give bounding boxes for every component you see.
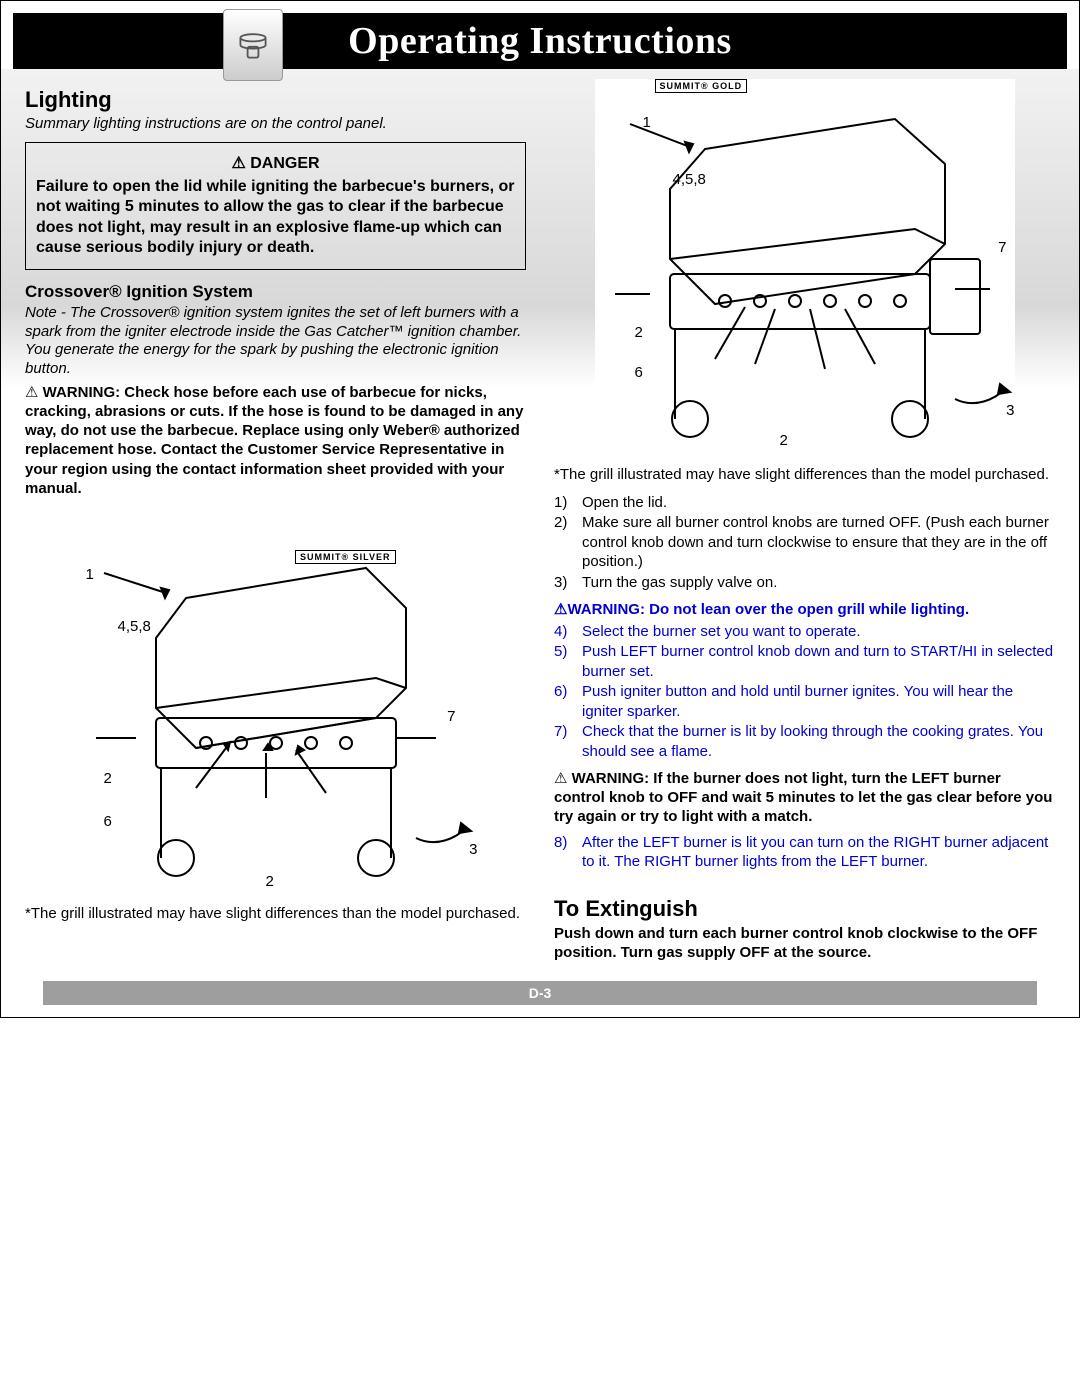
dlabel-458: 4,5,8 (118, 618, 151, 635)
right-column: SUMMIT® GOLD (554, 79, 1055, 963)
model-label-silver: SUMMIT® SILVER (295, 550, 395, 564)
banner-icon (223, 9, 283, 81)
diagram-silver: SUMMIT® SILVER (66, 538, 486, 898)
diagram-silver-wrap: SUMMIT® SILVER (25, 538, 526, 898)
lighting-heading: Lighting (25, 87, 526, 113)
dlabel-6: 6 (104, 813, 112, 830)
manual-page: Operating Instructions Lighting Summary … (0, 0, 1080, 1018)
model-label-gold: SUMMIT® GOLD (655, 79, 748, 93)
page-number-bar: D-3 (43, 981, 1037, 1005)
extinguish-text: Push down and turn each burner control k… (554, 924, 1055, 963)
left-column: Lighting Summary lighting instructions a… (25, 79, 526, 963)
dlabel-2l: 2 (104, 770, 112, 787)
step-4: 4)Select the burner set you want to oper… (554, 622, 1055, 642)
step-5: 5)Push LEFT burner control knob down and… (554, 642, 1055, 681)
dlabel-2lg: 2 (635, 324, 643, 341)
lighting-steps-3: 8)After the LEFT burner is lit you can t… (554, 833, 1055, 872)
step-8: 8)After the LEFT burner is lit you can t… (554, 833, 1055, 872)
warn-lean: ⚠WARNING: Do not lean over the open gril… (554, 600, 1055, 620)
step-7: 7)Check that the burner is lit by lookin… (554, 722, 1055, 761)
content-area: Lighting Summary lighting instructions a… (1, 69, 1079, 981)
crossover-note: Note - The Crossover® ignition system ig… (25, 304, 526, 379)
lighting-summary: Summary lighting instructions are on the… (25, 115, 526, 132)
step-2: 2)Make sure all burner control knobs are… (554, 513, 1055, 572)
extinguish-heading: To Extinguish (554, 896, 1055, 922)
danger-box: ⚠ DANGER Failure to open the lid while i… (25, 142, 526, 270)
dlabel-7g: 7 (998, 239, 1006, 256)
diagram-gold-wrap: SUMMIT® GOLD (554, 79, 1055, 459)
warn-nolight: ⚠ WARNING: If the burner does not light,… (554, 769, 1055, 827)
caption-right: *The grill illustrated may have slight d… (554, 465, 1055, 485)
crossover-heading: Crossover® Ignition System (25, 282, 526, 302)
lighting-steps: 1)Open the lid. 2)Make sure all burner c… (554, 493, 1055, 593)
step-1: 1)Open the lid. (554, 493, 1055, 513)
step-6: 6)Push igniter button and hold until bur… (554, 682, 1055, 721)
dlabel-2bg: 2 (780, 432, 788, 449)
caption-left: *The grill illustrated may have slight d… (25, 904, 526, 924)
dlabel-1: 1 (86, 566, 94, 583)
hose-warning-text: WARNING: Check hose before each use of b… (25, 384, 523, 497)
step-3: 3)Turn the gas supply valve on. (554, 573, 1055, 593)
page-title: Operating Instructions (348, 19, 732, 63)
dlabel-3g: 3 (1006, 402, 1014, 419)
grill-illustration-silver (66, 538, 486, 898)
dlabel-458g: 4,5,8 (673, 171, 706, 188)
dlabel-3: 3 (469, 841, 477, 858)
dlabel-7: 7 (447, 708, 455, 725)
dlabel-2b: 2 (266, 873, 274, 890)
dlabel-6g: 6 (635, 364, 643, 381)
lighting-steps-2: 4)Select the burner set you want to oper… (554, 622, 1055, 762)
footer: D-3 (1, 981, 1079, 1017)
danger-heading: ⚠ DANGER (36, 153, 515, 173)
diagram-gold: SUMMIT® GOLD (595, 79, 1015, 459)
hose-warning: ⚠ WARNING: Check hose before each use of… (25, 383, 526, 498)
title-banner: Operating Instructions (13, 13, 1067, 69)
danger-text: Failure to open the lid while igniting t… (36, 177, 515, 259)
dlabel-1g: 1 (643, 114, 651, 131)
page-number: D-3 (529, 985, 552, 1001)
grill-illustration-gold (595, 79, 1015, 459)
